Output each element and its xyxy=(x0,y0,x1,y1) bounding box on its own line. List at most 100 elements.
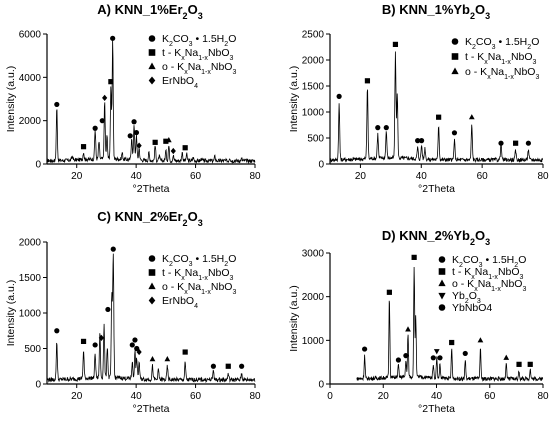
peak-marker-circle xyxy=(418,138,425,144)
peak-marker-triangle xyxy=(405,326,411,332)
x-tick-label: 40 xyxy=(431,391,443,402)
peak-marker-circle xyxy=(54,328,60,334)
peak-marker-square xyxy=(80,338,87,344)
x-axis-label: °2Theta xyxy=(133,403,170,415)
peak-marker-circle xyxy=(430,355,436,361)
y-tick-label: 0 xyxy=(318,380,324,391)
y-tick-label: 1500 xyxy=(19,273,42,284)
y-tick-label: 0 xyxy=(35,160,41,171)
peak-marker-circle xyxy=(375,125,381,131)
peak-marker-triangle xyxy=(477,337,484,343)
legend-label: o - KxNa1-xNbO3 xyxy=(452,278,526,293)
y-axis-label: Intensity (a.u.) xyxy=(5,280,17,347)
legend-marker-square xyxy=(148,269,156,276)
peak-marker-square xyxy=(152,139,158,145)
peak-marker-square xyxy=(392,41,399,47)
x-tick-label: 20 xyxy=(378,391,390,402)
peak-marker-square xyxy=(163,138,169,144)
legend-label: o - KxNa1-xNbO3 xyxy=(465,66,539,81)
x-tick-label: 40 xyxy=(416,171,428,182)
peak-marker-square xyxy=(364,78,371,84)
panel-d: D) KNN_2%Yb2O3 0 1000 2000 3000 0 20 40 60 80 °2Th… xyxy=(288,228,549,415)
legend-label: t - KxNa1-xNbO3 xyxy=(162,47,234,62)
legend-label: t - KxNa1-xNbO3 xyxy=(452,266,524,281)
legend-marker-circle xyxy=(451,38,459,45)
legend-marker-triangle xyxy=(451,67,459,75)
y-tick-label: 2000 xyxy=(302,292,325,303)
x-tick-label: 40 xyxy=(131,171,143,182)
peak-marker-circle xyxy=(395,357,402,363)
peak-marker-circle xyxy=(129,342,135,348)
peak-marker-circle xyxy=(54,101,60,108)
x-tick-label: 20 xyxy=(71,391,83,402)
x-tick-label: 80 xyxy=(537,171,549,182)
peak-marker-circle xyxy=(451,130,458,136)
y-tick-label: 1000 xyxy=(302,336,325,347)
panel-a: A) KNN_1%Er2O3 0 2000 4000 6000 20 40 60 80 °2The… xyxy=(5,2,261,195)
peak-marker-tridown xyxy=(433,349,440,355)
y-tick-label: 2000 xyxy=(19,116,42,127)
panel-title: B) KNN_1%Yb2O3 xyxy=(382,2,490,21)
diffractogram-line xyxy=(46,253,256,384)
legend-marker-square xyxy=(438,268,446,275)
diffractogram-line xyxy=(329,51,543,163)
y-tick-label: 6000 xyxy=(19,30,42,41)
panel-title: D) KNN_2%Yb2O3 xyxy=(382,228,490,247)
peak-marker-circle xyxy=(99,118,105,124)
x-tick-label: 20 xyxy=(355,171,367,182)
legend-marker-triangle xyxy=(438,279,446,287)
legend-label: t - KxNa1-xNbO3 xyxy=(162,267,234,282)
legend-marker-diamond xyxy=(148,296,156,305)
y-tick-label: 1000 xyxy=(302,108,325,119)
peak-marker-circle xyxy=(110,35,116,41)
legend-label: Yb2O3 xyxy=(452,290,481,305)
peak-marker-diamond xyxy=(170,147,176,155)
peak-marker-square xyxy=(182,145,188,151)
legend-label: o - KxNa1-xNbO3 xyxy=(162,281,236,296)
legend-marker-square xyxy=(451,53,459,60)
peak-marker-circle xyxy=(92,125,98,131)
peak-marker-diamond xyxy=(136,348,142,356)
y-tick-label: 2000 xyxy=(302,56,325,67)
peak-marker-circle xyxy=(92,342,98,348)
peak-marker-square xyxy=(513,140,519,146)
peak-marker-circle xyxy=(134,345,140,352)
peak-marker-triangle xyxy=(164,356,171,362)
x-axis-label: °2Theta xyxy=(133,183,170,195)
y-tick-label: 1000 xyxy=(19,309,42,320)
peak-marker-square xyxy=(386,289,392,295)
legend-label: o - KxNa1-xNbO3 xyxy=(162,61,236,76)
peak-marker-circle xyxy=(383,125,389,131)
peak-marker-circle xyxy=(239,363,245,369)
x-tick-label: 60 xyxy=(484,391,496,402)
y-tick-label: 500 xyxy=(307,134,324,145)
legend-label: K2CO3 • 1.5H2O xyxy=(452,254,526,269)
panel-title: C) KNN_2%Er2O3 xyxy=(97,209,202,228)
legend-marker-tridown xyxy=(438,292,446,300)
y-tick-label: 2500 xyxy=(302,30,325,41)
peak-marker-circle xyxy=(437,355,443,361)
legend-marker-triangle xyxy=(148,282,156,290)
legend-marker-triangle xyxy=(148,62,156,70)
peak-marker-circle xyxy=(110,246,116,252)
peak-marker-square xyxy=(516,361,522,367)
peak-marker-circle xyxy=(127,133,133,139)
legend-marker-circle xyxy=(148,255,156,262)
peak-marker-diamond xyxy=(98,334,104,341)
peak-marker-circle xyxy=(462,350,468,357)
y-axis-label: Intensity (a.u.) xyxy=(5,66,17,133)
peak-marker-triangle xyxy=(503,354,510,360)
peak-marker-circle xyxy=(525,140,531,146)
peak-marker-circle xyxy=(131,119,137,125)
legend-marker-diamond xyxy=(148,76,156,85)
y-tick-label: 0 xyxy=(35,380,41,391)
x-tick-label: 60 xyxy=(190,391,202,402)
peak-marker-circle xyxy=(133,129,140,136)
panel-title: A) KNN_1%Er2O3 xyxy=(97,2,202,21)
peak-marker-square xyxy=(108,79,114,85)
legend-label: t - KxNa1-xNbO3 xyxy=(465,51,537,66)
